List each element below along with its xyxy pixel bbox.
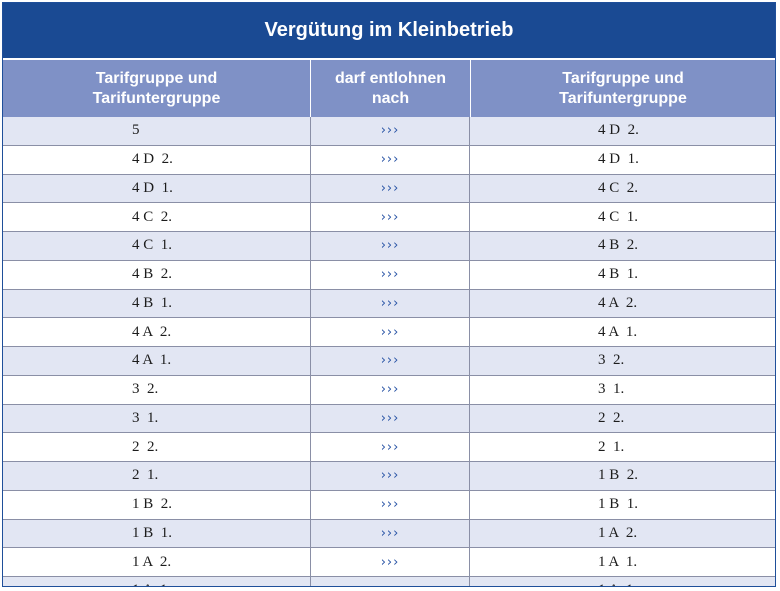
target-group-cell: 4 C 2.	[598, 179, 639, 196]
table-row: 4 C 1. ››› 4 B 2.	[3, 231, 775, 260]
target-group-cell: 4 D 1.	[598, 151, 639, 168]
arrow-icon: ›››	[310, 318, 470, 346]
target-group-cell: 1 B 2.	[598, 467, 639, 484]
arrow-icon: ›››	[310, 260, 470, 289]
arrow-icon: ›››	[310, 232, 470, 260]
arrow-icon: ›››	[310, 433, 470, 461]
source-group-cell: 4 D 1.	[132, 179, 173, 196]
target-group-cell: 1 B 1.	[598, 496, 639, 513]
header-may-pay: darf entlohnen nach	[310, 60, 470, 117]
target-group-cell: 1 A 2.	[598, 524, 638, 541]
table-row: 5 ››› 4 D 2.	[3, 117, 775, 145]
table-row: 2 2. ››› 2 1.	[3, 432, 775, 461]
arrow-icon: ›››	[310, 490, 470, 519]
target-group-cell: 1 A 1.	[598, 553, 638, 570]
arrow-icon: ›››	[310, 203, 470, 231]
source-group-cell: 1 A 2.	[132, 553, 172, 570]
table-row: 4 B 1. ››› 4 A 2.	[3, 288, 775, 318]
target-group-cell: 4 A 1.	[598, 323, 638, 340]
table-row: 1 B 2. ››› 1 B 1.	[3, 489, 775, 519]
table-row: 1 A 1.›››1 A 1.	[3, 576, 775, 586]
header-source-group: Tarifgruppe und Tarifuntergruppe	[3, 60, 310, 117]
source-group-cell: 2 2.	[132, 438, 159, 455]
table-title: Vergütung im Kleinbetrieb	[3, 3, 775, 58]
arrow-icon: ›››	[310, 145, 470, 174]
target-group-cell: 4 B 1.	[598, 266, 639, 283]
source-group-cell: 3 2.	[132, 381, 159, 398]
table-row: 3 2. ››› 3 1.	[3, 374, 775, 404]
arrow-icon: ›››	[310, 519, 470, 548]
table-row: 4 D 1. ››› 4 C 2.	[3, 173, 775, 203]
target-group-cell: 3 1.	[598, 381, 625, 398]
target-group-cell: 2 2.	[598, 409, 625, 426]
source-group-cell: 4 A 2.	[132, 323, 172, 340]
target-group-cell: 4 A 2.	[598, 294, 638, 311]
arrow-icon: ›››	[310, 174, 470, 203]
table-row: 4 A 1. ››› 3 2.	[3, 346, 775, 375]
source-group-cell: 4 C 2.	[132, 208, 173, 225]
source-group-cell: 4 A 1.	[132, 352, 172, 369]
source-group-cell: 4 C 1.	[132, 237, 173, 254]
source-group-cell: 1 B 2.	[132, 496, 173, 513]
source-group-cell: 4 D 2.	[132, 151, 173, 168]
table-body: 5 ››› 4 D 2. 4 D 2. ››› 4 D 1. 4 D 1. ››› 4 C 2.…	[3, 117, 775, 586]
header-may-pay-label: darf entlohnen nach	[334, 69, 447, 107]
table-row: 1 B 1. ››› 1 A 2.	[3, 518, 775, 548]
table-row: 4 C 2. ››› 4 C 1.	[3, 202, 775, 231]
target-group-cell: 1 A 1.	[470, 577, 775, 586]
arrow-icon: ›››	[310, 289, 470, 318]
table-row: 2 1. ››› 1 B 2.	[3, 461, 775, 490]
arrow-icon: ›››	[310, 462, 470, 490]
target-group-cell: 2 1.	[598, 438, 625, 455]
table-row: 4 B 2. ››› 4 B 1.	[3, 259, 775, 289]
target-group-cell: 4 D 2.	[598, 122, 639, 139]
header-source-group-label: Tarifgruppe und Tarifuntergruppe	[92, 69, 221, 107]
header-target-group: Tarifgruppe und Tarifuntergruppe	[470, 60, 775, 117]
arrow-icon: ›››	[310, 117, 470, 145]
source-group-cell: 4 B 1.	[132, 294, 173, 311]
header-target-group-label: Tarifgruppe und Tarifuntergruppe	[559, 69, 687, 107]
arrow-icon: ›››	[310, 347, 470, 375]
target-group-cell: 3 2.	[598, 352, 625, 369]
source-group-cell: 1 B 1.	[132, 524, 173, 541]
table-row: 1 A 2. ››› 1 A 1.	[3, 547, 775, 576]
table-row: 4 D 2. ››› 4 D 1.	[3, 144, 775, 174]
arrow-icon: ›››	[310, 375, 470, 404]
source-group-cell: 1 A 1.	[3, 577, 310, 586]
arrow-icon: ›››	[310, 404, 470, 433]
target-group-cell: 4 B 2.	[598, 237, 639, 254]
arrow-icon: ›››	[310, 577, 470, 586]
table-header: Tarifgruppe und Tarifuntergruppe darf en…	[3, 58, 775, 117]
arrow-icon: ›››	[310, 548, 470, 576]
source-group-cell: 2 1.	[132, 467, 159, 484]
source-group-cell: 5	[132, 122, 140, 139]
table-row: 4 A 2. ››› 4 A 1.	[3, 317, 775, 346]
target-group-cell: 4 C 1.	[598, 208, 639, 225]
source-group-cell: 4 B 2.	[132, 266, 173, 283]
source-group-cell: 3 1.	[132, 409, 159, 426]
table-row: 3 1. ››› 2 2.	[3, 403, 775, 433]
